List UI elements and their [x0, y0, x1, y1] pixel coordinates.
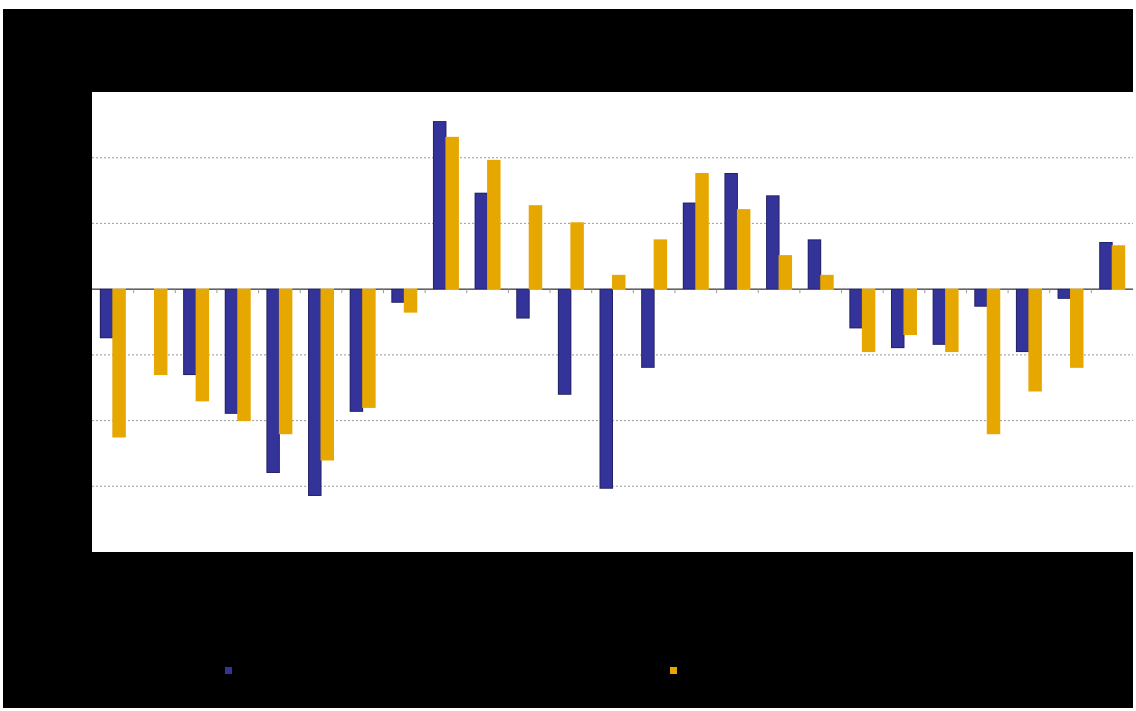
bar — [516, 288, 530, 319]
bar — [528, 205, 543, 290]
bar — [391, 288, 405, 303]
bar — [653, 239, 668, 290]
bar — [986, 288, 1001, 435]
bar — [308, 288, 322, 496]
bar — [861, 288, 876, 353]
bar — [362, 288, 376, 408]
bar — [1099, 241, 1113, 290]
bar — [766, 195, 780, 290]
bar — [945, 288, 959, 353]
bar — [736, 209, 751, 290]
bar — [1015, 288, 1030, 353]
bar — [682, 202, 697, 290]
bar — [1111, 245, 1126, 290]
bar — [695, 172, 709, 290]
bar — [932, 288, 947, 345]
bar — [99, 288, 114, 339]
bar — [320, 288, 335, 461]
bar — [641, 288, 655, 368]
bar — [724, 172, 738, 290]
bar — [445, 136, 459, 290]
bar — [349, 288, 364, 412]
bar — [890, 288, 905, 349]
bar — [278, 288, 293, 435]
bar — [1028, 288, 1042, 392]
bar — [807, 239, 822, 290]
bar — [403, 288, 418, 313]
bar — [1070, 288, 1084, 368]
bar — [1057, 288, 1072, 299]
bar — [974, 288, 988, 307]
bar — [153, 288, 168, 376]
bar — [487, 159, 501, 290]
bar — [903, 288, 917, 335]
bar — [237, 288, 251, 422]
bar — [599, 288, 613, 489]
bar — [266, 288, 280, 473]
bar — [474, 192, 489, 290]
bar — [849, 288, 863, 329]
bar — [432, 121, 447, 290]
bar — [195, 288, 210, 402]
bar — [778, 255, 793, 290]
bar — [224, 288, 239, 414]
bar — [112, 288, 126, 438]
bar — [612, 274, 626, 290]
legend-marker — [225, 667, 232, 674]
bar — [557, 288, 572, 395]
bar — [820, 274, 834, 290]
bar — [570, 222, 584, 290]
legend-marker — [670, 667, 677, 674]
bar — [183, 288, 197, 376]
